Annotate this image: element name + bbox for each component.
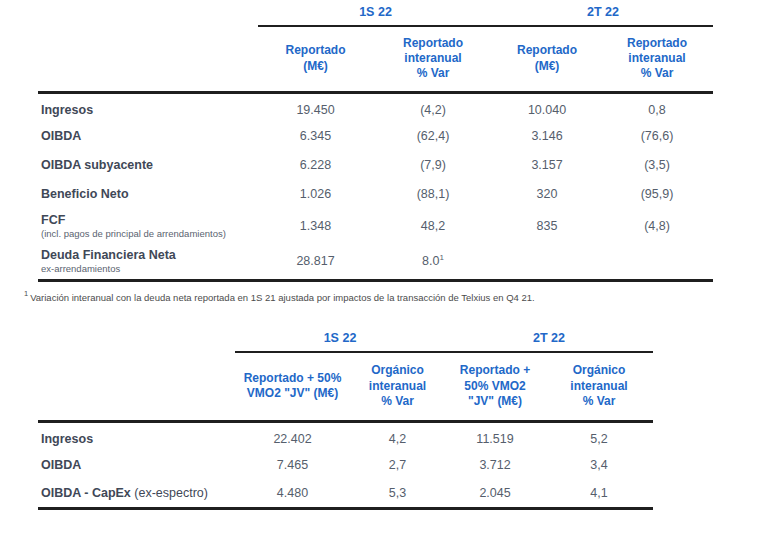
period-header-1s22: 1S 22 — [258, 3, 493, 26]
row-label-main: OIBDA - CapEx — [41, 486, 131, 500]
table-row-ingresos: Ingresos 22.402 4,2 11.519 5,2 — [38, 422, 653, 451]
column-header-reportado-2t: Reportado (M€) — [493, 26, 601, 92]
period-header-row: 1S 22 2T 22 — [38, 3, 713, 26]
period-header-1s22: 1S 22 — [235, 329, 445, 352]
column-header-reportado-1s: Reportado (M€) — [258, 26, 373, 92]
row-label: Beneficio Neto — [38, 179, 258, 208]
reported-results-table: 1S 22 2T 22 Reportado (M€) Reportado int… — [38, 3, 713, 282]
cell-value: 8.01 — [373, 243, 493, 280]
footnote-marker: 1 — [24, 289, 28, 298]
cell-value: 3.146 — [493, 121, 601, 150]
cell-value: (3,5) — [601, 150, 713, 179]
cell-value: 7.465 — [235, 451, 350, 480]
cell-value: 2,7 — [350, 451, 445, 480]
table-row-ingresos: Ingresos 19.450 (4,2) 10.040 0,8 — [38, 92, 713, 121]
cell-value: 5,3 — [350, 480, 445, 509]
column-header-organico-var-2t: Orgánico interanual % Var — [545, 352, 653, 422]
cell-value: 3.157 — [493, 150, 601, 179]
row-label: Deuda Financiera Neta ex-arrendamientos — [38, 243, 258, 280]
row-label: OIBDA — [38, 121, 258, 150]
header-spacer — [38, 352, 235, 422]
financial-results-page: 1S 22 2T 22 Reportado (M€) Reportado int… — [0, 0, 768, 548]
footnote-reference: 1 — [439, 253, 443, 262]
period-header-2t22: 2T 22 — [493, 3, 713, 26]
column-header-reportado-jv-1s: Reportado + 50% VMO2 "JV" (M€) — [235, 352, 350, 422]
cell-value: 4.480 — [235, 480, 350, 509]
row-label: OIBDA subyacente — [38, 150, 258, 179]
row-label: OIBDA - CapEx (ex-espectro) — [38, 480, 235, 509]
organic-results-table: 1S 22 2T 22 Reportado + 50% VMO2 "JV" (M… — [38, 329, 653, 511]
row-label-main: FCF — [41, 213, 65, 227]
cell-value: 6.345 — [258, 121, 373, 150]
table-row-oibda-subyacente: OIBDA subyacente 6.228 (7,9) 3.157 (3,5) — [38, 150, 713, 179]
cell-value: (4,8) — [601, 208, 713, 243]
cell-value: 0,8 — [601, 92, 713, 121]
cell-value — [493, 243, 601, 280]
footnote: 1Variación interanual con la deuda neta … — [24, 292, 768, 303]
cell-value: (95,9) — [601, 179, 713, 208]
cell-value: (88,1) — [373, 179, 493, 208]
cell-value: 1.026 — [258, 179, 373, 208]
column-header-reportado-var-1s: Reportado interanual % Var — [373, 26, 493, 92]
cell-value: 4,1 — [545, 480, 653, 509]
cell-value-main: 8.0 — [422, 254, 439, 268]
period-header-row: 1S 22 2T 22 — [38, 329, 653, 352]
column-header-reportado-var-2t: Reportado interanual % Var — [601, 26, 713, 92]
row-label-main: Deuda Financiera Neta — [41, 248, 176, 262]
row-label: FCF (incl. pagos de principal de arrenda… — [38, 208, 258, 243]
cell-value: 320 — [493, 179, 601, 208]
cell-value: 28.817 — [258, 243, 373, 280]
table-row-oibda: OIBDA 6.345 (62,4) 3.146 (76,6) — [38, 121, 713, 150]
cell-value: 6.228 — [258, 150, 373, 179]
column-header-reportado-jv-2t: Reportado + 50% VMO2 "JV" (M€) — [445, 352, 545, 422]
cell-value: (76,6) — [601, 121, 713, 150]
cell-value: 48,2 — [373, 208, 493, 243]
row-label: Ingresos — [38, 422, 235, 451]
cell-value — [601, 243, 713, 280]
cell-value: 2.045 — [445, 480, 545, 509]
cell-value: 22.402 — [235, 422, 350, 451]
table-row-oibda: OIBDA 7.465 2,7 3.712 3,4 — [38, 451, 653, 480]
period-header-2t22: 2T 22 — [445, 329, 653, 352]
table-row-beneficio-neto: Beneficio Neto 1.026 (88,1) 320 (95,9) — [38, 179, 713, 208]
header-spacer — [38, 329, 235, 352]
cell-value: 5,2 — [545, 422, 653, 451]
cell-value: 3.712 — [445, 451, 545, 480]
table-row-oibda-capex: OIBDA - CapEx (ex-espectro) 4.480 5,3 2.… — [38, 480, 653, 509]
header-spacer — [38, 3, 258, 26]
column-header-row: Reportado (M€) Reportado interanual % Va… — [38, 26, 713, 92]
cell-value: (62,4) — [373, 121, 493, 150]
cell-value: (7,9) — [373, 150, 493, 179]
column-header-row: Reportado + 50% VMO2 "JV" (M€) Orgánico … — [38, 352, 653, 422]
row-label: OIBDA — [38, 451, 235, 480]
row-label-suffix: (ex-espectro) — [131, 486, 208, 500]
column-header-organico-var-1s: Orgánico interanual % Var — [350, 352, 445, 422]
cell-value: 835 — [493, 208, 601, 243]
cell-value: 10.040 — [493, 92, 601, 121]
table-row-deuda-financiera-neta: Deuda Financiera Neta ex-arrendamientos … — [38, 243, 713, 280]
footnote-text: Variación interanual con la deuda neta r… — [30, 292, 535, 303]
table-row-fcf: FCF (incl. pagos de principal de arrenda… — [38, 208, 713, 243]
cell-value: 11.519 — [445, 422, 545, 451]
row-label: Ingresos — [38, 92, 258, 121]
cell-value: 19.450 — [258, 92, 373, 121]
cell-value: 1.348 — [258, 208, 373, 243]
cell-value: (4,2) — [373, 92, 493, 121]
header-spacer — [38, 26, 258, 92]
row-label-sub: ex-arrendamientos — [41, 263, 257, 274]
cell-value: 4,2 — [350, 422, 445, 451]
cell-value: 3,4 — [545, 451, 653, 480]
row-label-sub: (incl. pagos de principal de arrendamien… — [41, 228, 257, 239]
